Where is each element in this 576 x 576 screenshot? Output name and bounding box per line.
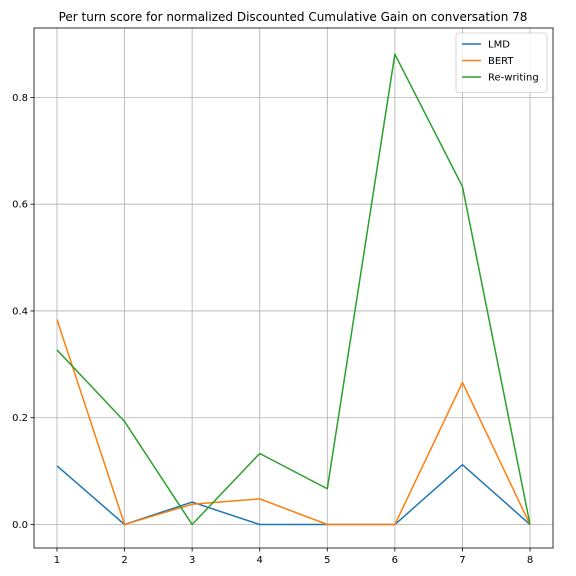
x-tick-label: 6 <box>392 555 398 566</box>
x-tick-label: 3 <box>189 555 195 566</box>
x-tick-label: 8 <box>527 555 533 566</box>
legend: LMD BERT Re-writing <box>455 32 548 93</box>
x-tick-label: 2 <box>121 555 127 566</box>
y-tick-label: 0.2 <box>12 413 28 424</box>
legend-label: Re-writing <box>488 73 539 84</box>
x-axis: 1 2 3 4 5 6 7 8 <box>54 548 533 566</box>
plot-frame <box>33 27 554 549</box>
legend-label: BERT <box>488 56 514 67</box>
x-tick-label: 4 <box>257 555 263 566</box>
x-tick-label: 1 <box>54 555 60 566</box>
y-tick-label: 0.4 <box>12 306 28 317</box>
series-line-lmd <box>56 463 531 526</box>
series-line-re-writing <box>56 53 531 526</box>
x-tick-label: 7 <box>459 555 465 566</box>
series-line-bert <box>56 319 531 526</box>
grid <box>34 28 553 548</box>
x-tick-label: 5 <box>324 555 330 566</box>
y-axis: 0.0 0.2 0.4 0.6 0.8 <box>12 93 34 531</box>
y-tick-label: 0.8 <box>12 93 28 104</box>
chart-title: Per turn score for normalized Discounted… <box>59 10 528 24</box>
y-tick-label: 0.6 <box>12 200 28 211</box>
y-tick-label: 0.0 <box>12 520 28 531</box>
series-lines <box>56 53 531 526</box>
legend-label: LMD <box>488 40 510 51</box>
